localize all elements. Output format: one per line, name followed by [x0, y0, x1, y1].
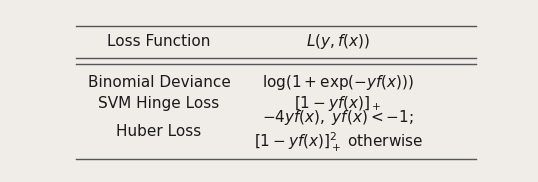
Text: $[1 - yf(x)]_+$: $[1 - yf(x)]_+$: [294, 94, 382, 113]
Text: $L(y, f(x))$: $L(y, f(x))$: [306, 32, 370, 51]
Text: SVM Hinge Loss: SVM Hinge Loss: [98, 96, 220, 111]
Text: Binomial Deviance: Binomial Deviance: [88, 75, 230, 90]
Text: $\log(1 + \exp(-yf(x)))$: $\log(1 + \exp(-yf(x)))$: [262, 73, 414, 92]
Text: $-4yf(x),\; yf(x) < -1;$: $-4yf(x),\; yf(x) < -1;$: [263, 108, 414, 127]
Text: $[1 - yf(x)]_+^2\; \mathrm{otherwise}$: $[1 - yf(x)]_+^2\; \mathrm{otherwise}$: [253, 131, 423, 154]
Text: Loss Function: Loss Function: [107, 34, 211, 49]
Text: Huber Loss: Huber Loss: [116, 124, 202, 139]
